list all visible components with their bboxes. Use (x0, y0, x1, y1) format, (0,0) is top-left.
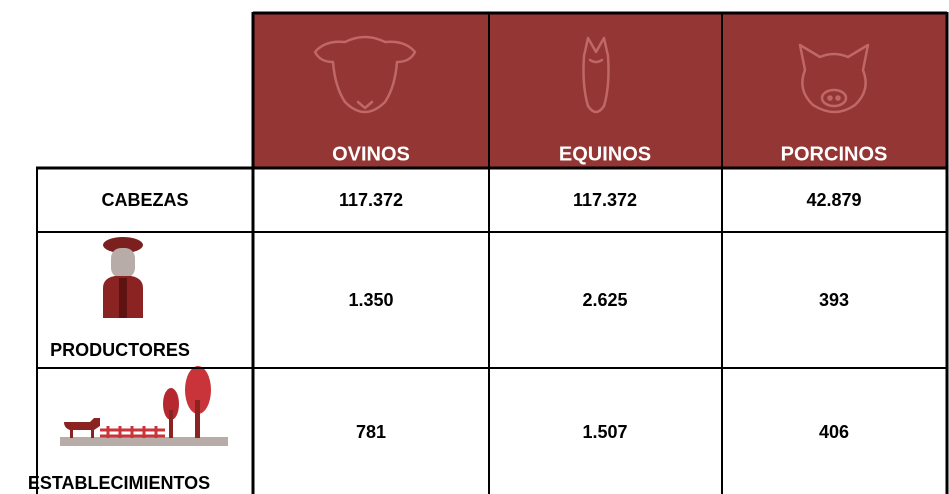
farm-icon (60, 366, 228, 446)
cell: 781 (356, 422, 386, 442)
pig-icon (798, 43, 870, 114)
farmer-icon (103, 237, 143, 318)
horse-icon (582, 36, 610, 114)
row-label: CABEZAS (101, 190, 188, 210)
cell: 393 (819, 290, 849, 310)
cell: 117.372 (339, 190, 403, 210)
row-label: ESTABLECIMIENTOS (28, 473, 210, 493)
cell: 406 (819, 422, 849, 442)
cell: 1.507 (582, 422, 627, 442)
column-header: OVINOS (332, 143, 410, 165)
cell: 42.879 (806, 190, 861, 210)
cell: 117.372 (573, 190, 637, 210)
column-header: PORCINOS (781, 143, 888, 165)
cell: 2.625 (582, 290, 627, 310)
row-label: PRODUCTORES (50, 340, 190, 360)
cell: 1.350 (348, 290, 393, 310)
column-header: EQUINOS (559, 143, 651, 165)
sheep-icon (313, 35, 417, 114)
grid (36, 11, 949, 494)
